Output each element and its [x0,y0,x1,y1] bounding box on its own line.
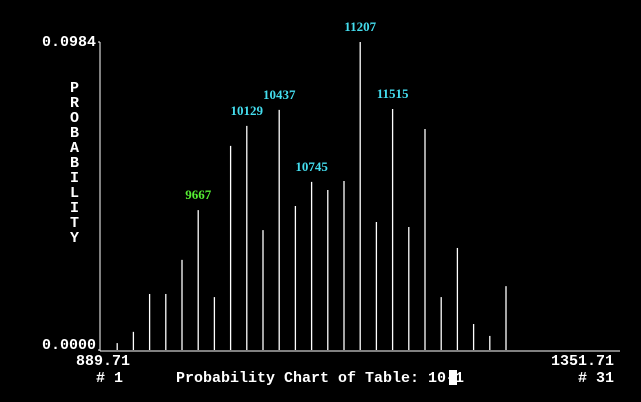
peak-label: 10437 [263,87,296,102]
peak-label: 11207 [344,19,376,34]
peak-label: 10129 [231,103,264,118]
y-axis-label: PROBABILITY [66,80,83,245]
y-tick-label: 0.0984 [42,34,96,51]
x-end-label: 889.71 [76,353,130,370]
x-end-label: 1351.71 [551,353,614,370]
chart-title: Probability Chart of Table: 10-1 [176,370,464,387]
peak-label: 11515 [377,86,409,101]
cursor [449,370,457,385]
peak-label: 9667 [185,187,212,202]
slot-label: # 1 [96,370,123,387]
slot-label: # 31 [578,370,614,387]
y-tick-label: 0.0000 [42,337,96,354]
peak-label: 10745 [295,159,328,174]
